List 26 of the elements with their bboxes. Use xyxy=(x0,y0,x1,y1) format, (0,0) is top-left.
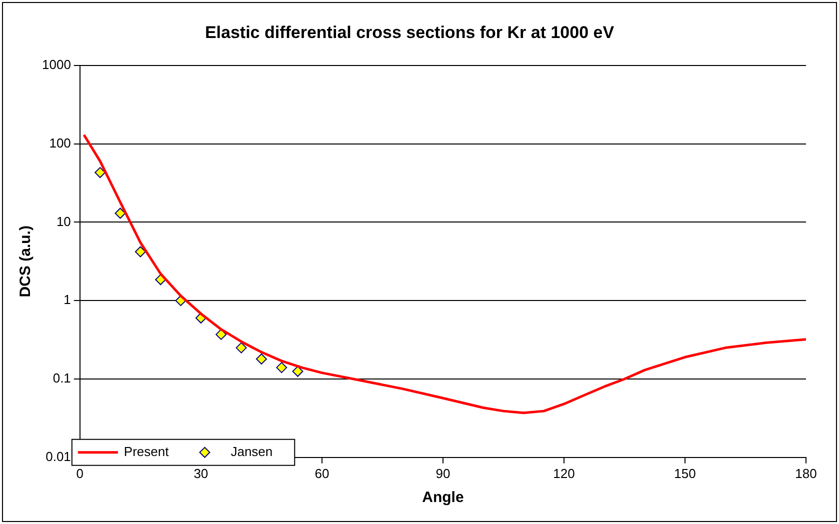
y-tick-label: 1000 xyxy=(42,56,71,72)
y-tick-label: 0.1 xyxy=(52,370,71,386)
x-tick-label: 120 xyxy=(553,466,575,481)
y-tick-label: 1 xyxy=(64,292,71,308)
legend-label: Present xyxy=(124,444,170,459)
point xyxy=(114,208,126,219)
point xyxy=(236,342,247,354)
x-tick-label: 150 xyxy=(674,466,696,481)
point xyxy=(134,246,146,258)
point xyxy=(292,366,304,377)
point xyxy=(256,353,267,364)
x-tick-label: 180 xyxy=(795,466,817,481)
chart-title: Elastic differential cross sections for Kr at 1000 eV xyxy=(204,22,615,42)
legend-label: Jansen xyxy=(230,444,273,459)
y-axis-title: DCS (a.u.) xyxy=(17,226,34,298)
y-tick-label: 10 xyxy=(56,214,71,229)
point xyxy=(216,328,227,340)
x-tick-label: 60 xyxy=(314,466,330,481)
x-tick-label: 30 xyxy=(194,466,208,481)
x-tick-label: 90 xyxy=(436,466,450,481)
y-tick-label: 100 xyxy=(49,135,71,150)
point xyxy=(94,167,106,178)
point xyxy=(276,362,288,374)
y-tick-label: 0.01 xyxy=(46,448,71,464)
x-axis-title: Angle xyxy=(422,489,464,506)
x-tick-label: 0 xyxy=(76,466,84,481)
